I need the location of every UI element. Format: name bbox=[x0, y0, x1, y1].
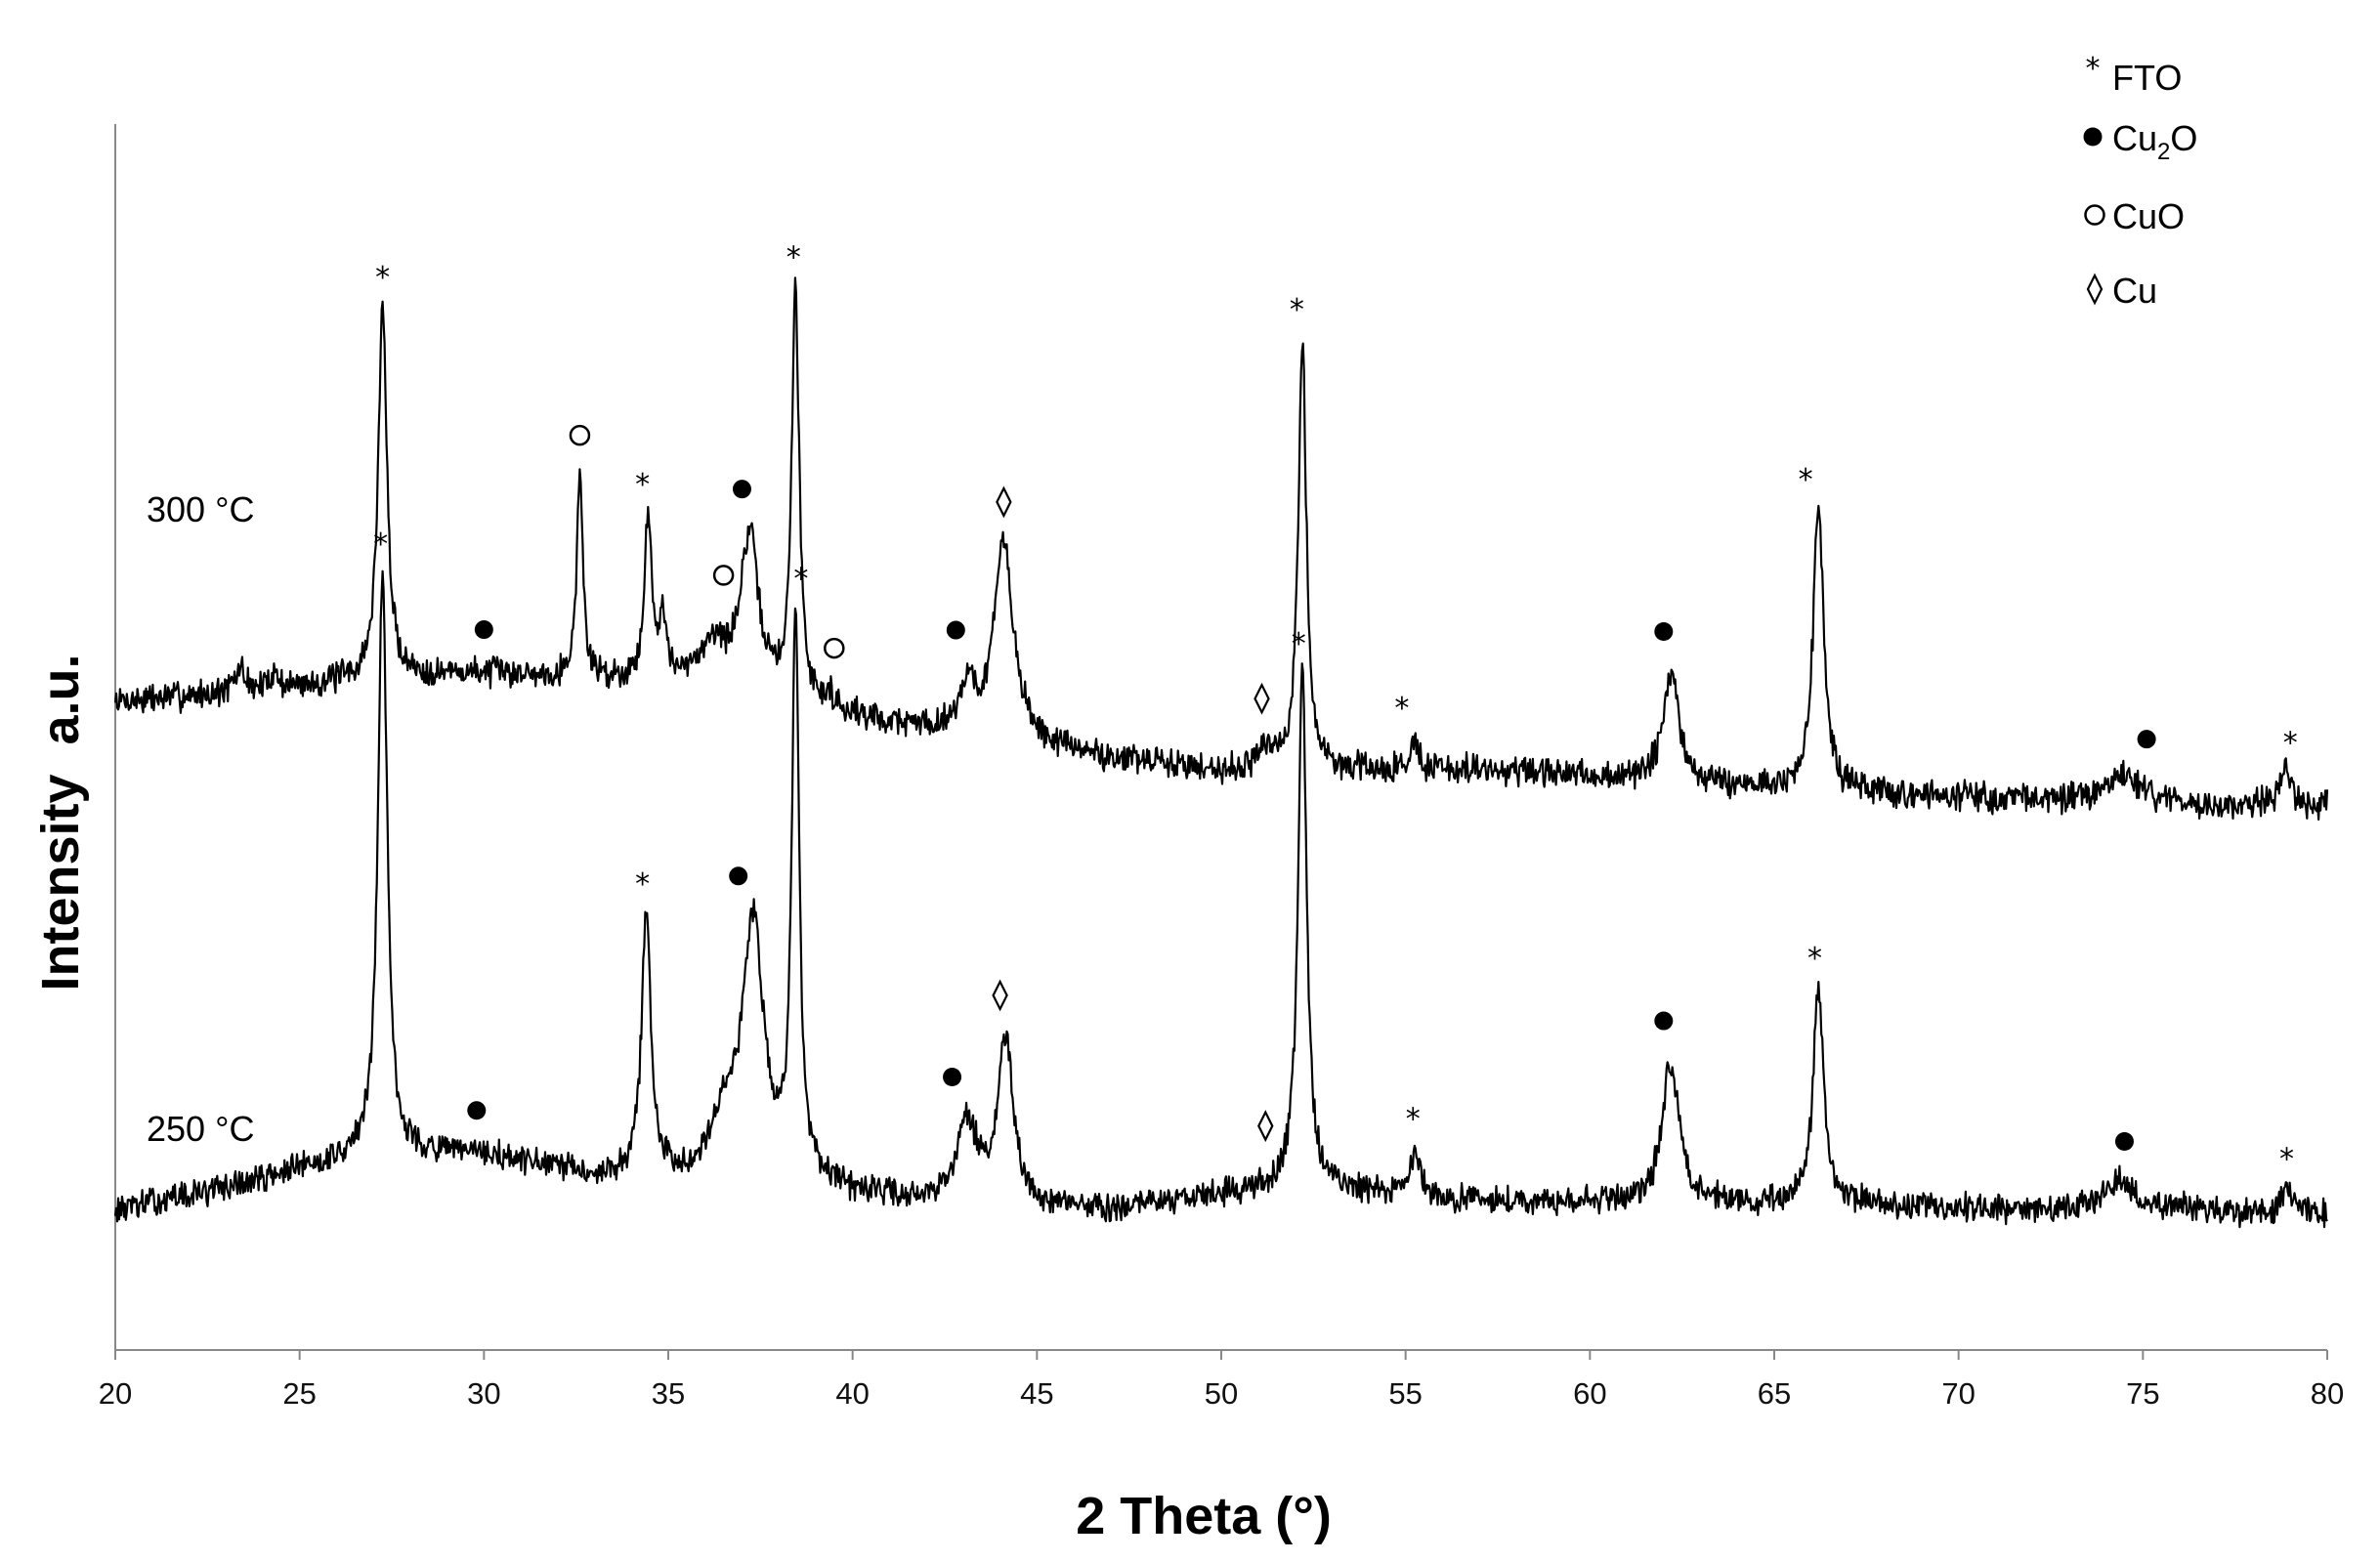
x-tick-label: 40 bbox=[835, 1376, 869, 1411]
x-ticks: 20 25 30 35 40 45 50 55 60 65 70 75 80 bbox=[99, 1350, 2344, 1411]
annotation-filled-circle bbox=[1654, 622, 1674, 642]
x-tick-label: 80 bbox=[2311, 1376, 2344, 1411]
annotation-diamond bbox=[1257, 1110, 1274, 1143]
x-tick-label: 65 bbox=[1758, 1376, 1791, 1411]
annotation-star: * bbox=[1406, 1102, 1421, 1136]
annotation-filled-circle bbox=[732, 480, 751, 499]
legend-filled-circle-icon bbox=[2083, 127, 2103, 147]
annotation-star: * bbox=[1290, 293, 1304, 327]
x-tick-label: 50 bbox=[1205, 1376, 1238, 1411]
annotation-open-circle bbox=[824, 637, 845, 659]
legend-item: Cu2O bbox=[2083, 118, 2197, 165]
annotation-filled-circle bbox=[729, 866, 748, 886]
x-tick-label: 45 bbox=[1020, 1376, 1053, 1411]
legend-diamond-icon bbox=[2086, 273, 2104, 306]
annotation-star: * bbox=[1292, 627, 1306, 661]
annotation-star: * bbox=[635, 468, 650, 502]
y-axis-title: Intensity a.u. bbox=[31, 654, 90, 991]
legend-label: Cu bbox=[2112, 271, 2157, 311]
annotation-diamond bbox=[992, 979, 1008, 1012]
annotation-filled-circle bbox=[2114, 1132, 2134, 1152]
x-tick-label: 70 bbox=[1941, 1376, 1975, 1411]
annotation-star: * bbox=[635, 867, 650, 902]
annotation-filled-circle bbox=[946, 620, 965, 640]
peak-annotations: * * * * * * * * * * * * * * bbox=[373, 240, 2298, 1176]
x-tick-label: 55 bbox=[1388, 1376, 1422, 1411]
legend-item: CuO bbox=[2084, 196, 2185, 236]
annotation-star: * bbox=[2279, 1142, 2294, 1176]
x-tick-label: 25 bbox=[282, 1376, 316, 1411]
x-tick-label: 75 bbox=[2126, 1376, 2159, 1411]
series-label: 300 °C bbox=[147, 489, 254, 529]
legend: * FTO Cu2O CuO Cu bbox=[2083, 52, 2197, 311]
traces bbox=[113, 276, 2329, 1229]
legend-label: CuO bbox=[2112, 196, 2185, 236]
annotation-star: * bbox=[793, 562, 808, 596]
legend-label: Cu2O bbox=[2112, 118, 2197, 165]
annotation-star: * bbox=[2283, 726, 2298, 760]
annotation-open-circle bbox=[712, 565, 735, 586]
axes bbox=[114, 124, 2327, 1351]
legend-item: * FTO bbox=[2086, 52, 2183, 98]
series-label: 250 °C bbox=[147, 1109, 254, 1149]
x-tick-label: 60 bbox=[1573, 1376, 1606, 1411]
annotation-star: * bbox=[375, 261, 390, 295]
annotation-open-circle bbox=[569, 424, 591, 446]
annotation-filled-circle bbox=[1654, 1011, 1674, 1031]
annotation-filled-circle bbox=[943, 1067, 962, 1086]
annotation-star: * bbox=[373, 528, 388, 562]
annotation-star: * bbox=[786, 240, 801, 274]
annotation-star: * bbox=[1394, 692, 1409, 726]
x-axis-title: 2 Theta (°) bbox=[1076, 1487, 1332, 1545]
x-tick-label: 30 bbox=[467, 1376, 500, 1411]
x-tick-label: 20 bbox=[99, 1376, 132, 1411]
series-trace bbox=[113, 276, 2329, 821]
series-trace bbox=[113, 570, 2328, 1229]
legend-item: Cu bbox=[2086, 271, 2157, 311]
annotation-diamond bbox=[1254, 682, 1270, 715]
annotation-star: * bbox=[1807, 942, 1822, 976]
series-labels: 300 °C 250 °C bbox=[147, 489, 254, 1149]
annotation-filled-circle bbox=[467, 1101, 487, 1120]
legend-label: FTO bbox=[2112, 58, 2182, 98]
legend-open-circle-icon bbox=[2084, 204, 2105, 226]
annotation-star: * bbox=[1799, 463, 1813, 497]
legend-star-icon: * bbox=[2086, 52, 2101, 86]
annotation-filled-circle bbox=[2137, 730, 2156, 749]
annotation-filled-circle bbox=[474, 620, 493, 640]
x-tick-label: 35 bbox=[652, 1376, 685, 1411]
annotation-diamond bbox=[996, 485, 1012, 519]
